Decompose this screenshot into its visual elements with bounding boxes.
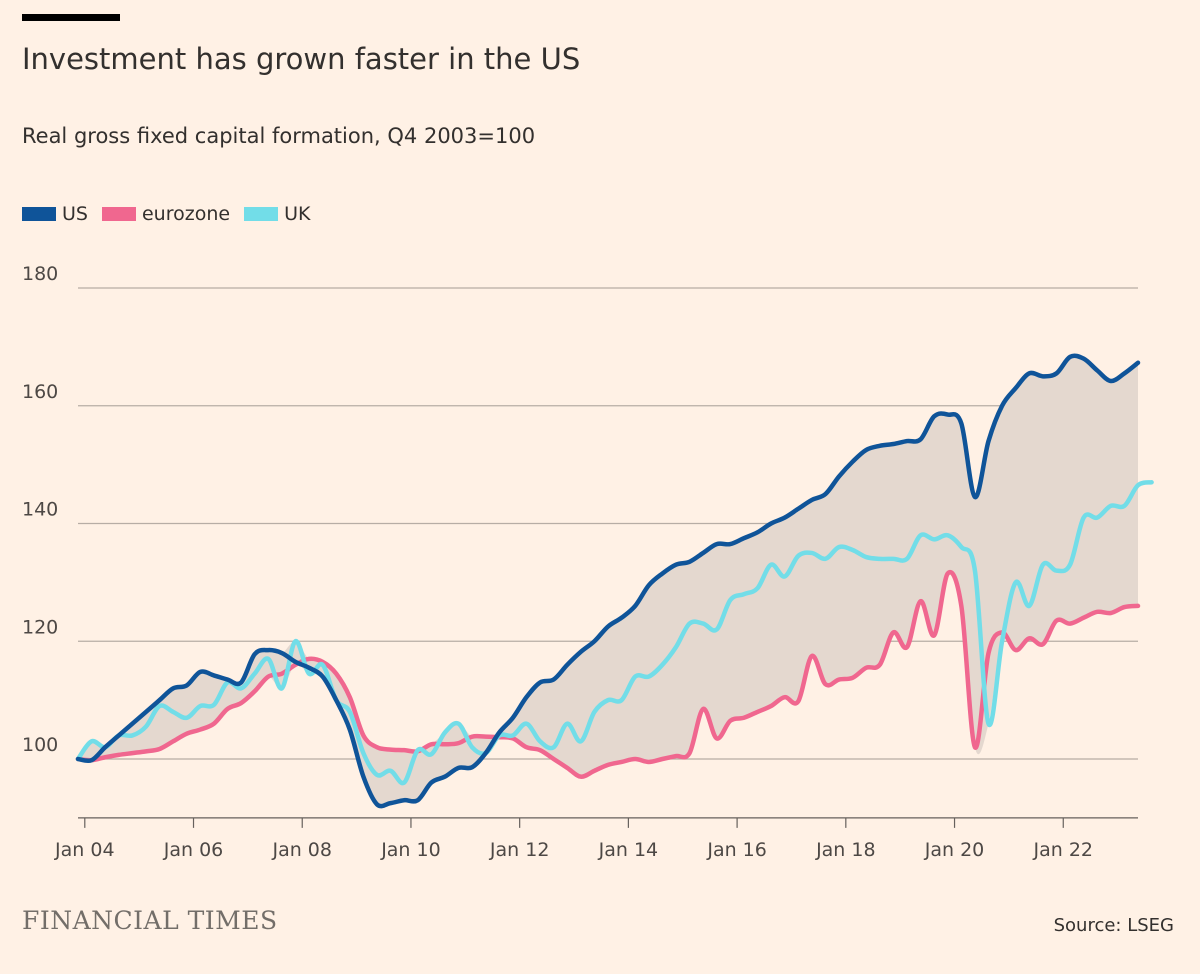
y-tick-label: 160 [22,381,58,403]
legend-item-us: US [22,203,88,225]
ft-top-bar [22,14,120,21]
x-tick-label: Jan 04 [54,839,115,861]
chart-subtitle: Real gross fixed capital formation, Q4 2… [22,124,536,148]
shaded-range-area [78,355,1138,807]
source-note: Source: LSEG [1053,915,1174,936]
legend-swatch-us [22,207,56,221]
y-tick-label: 180 [22,263,58,285]
y-tick-label: 140 [22,499,58,521]
legend-swatch-eurozone [101,207,136,221]
x-tick-label: Jan 14 [598,839,659,861]
series-line-uk [75,480,1154,786]
x-tick-label: Jan 22 [1032,839,1093,861]
x-tick-label: Jan 12 [489,839,550,861]
legend-label-eurozone: eurozone [141,203,231,225]
legend-label-uk: UK [284,203,311,225]
series-line-eurozone [75,570,1141,779]
chart-title: Investment has grown faster in the US [22,42,581,76]
series-line-us [75,353,1141,809]
y-tick-label: 100 [22,734,58,756]
legend-label-us: US [62,203,88,225]
legend-item-uk: UK [244,203,310,225]
x-tick-label: Jan 16 [706,839,767,861]
legend: US eurozone UK [22,203,310,225]
legend-item-eurozone: eurozone [101,203,231,225]
x-tick-label: Jan 10 [380,839,441,861]
y-tick-label: 120 [22,616,58,638]
legend-swatch-uk [244,207,279,221]
x-tick-label: Jan 20 [924,839,985,861]
ft-logo: FINANCIAL TIMES [22,906,278,935]
x-tick-label: Jan 06 [163,839,224,861]
x-tick-label: Jan 08 [271,839,332,861]
x-tick-label: Jan 18 [815,839,876,861]
